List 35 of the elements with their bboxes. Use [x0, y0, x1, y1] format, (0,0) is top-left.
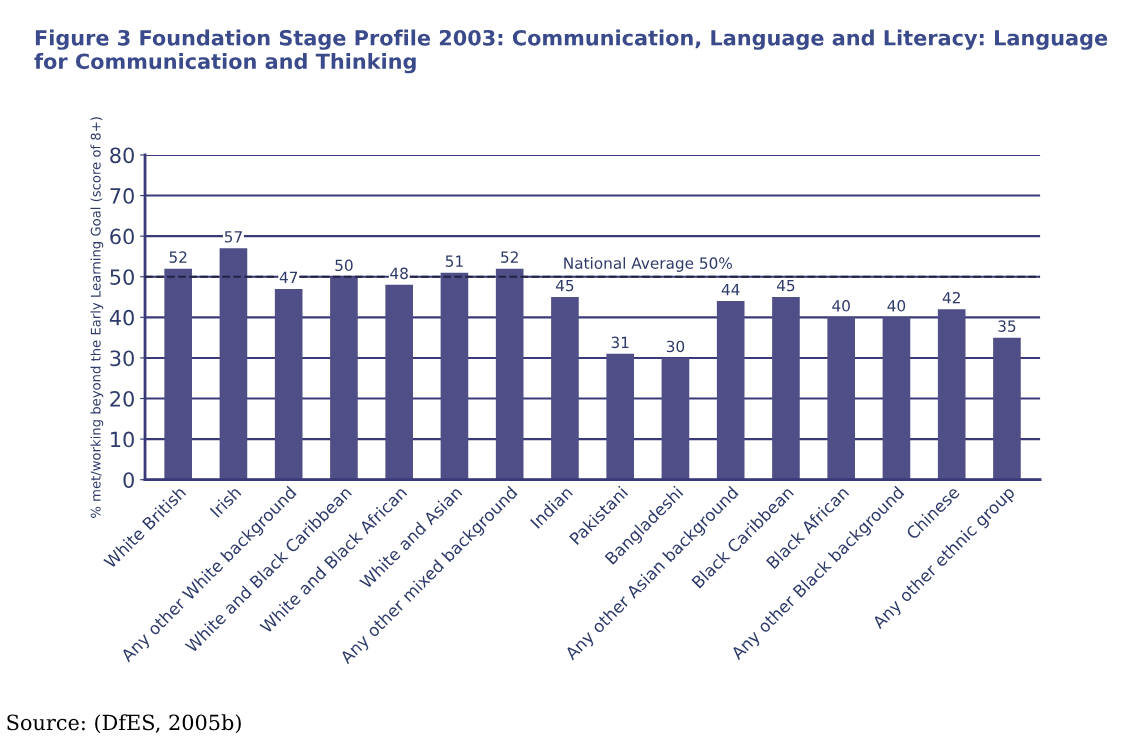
- data-label: 40: [832, 300, 850, 312]
- data-label: 30: [666, 340, 685, 353]
- y-tick-label: 40: [109, 309, 134, 326]
- data-label: 52: [501, 251, 518, 263]
- y-tick-label: 10: [111, 431, 134, 448]
- data-label: 52: [169, 251, 187, 263]
- bar: [661, 357, 690, 480]
- y-tick-label: 20: [110, 390, 134, 407]
- data-label: 44: [721, 284, 740, 296]
- bar: [274, 288, 303, 480]
- data-label: 42: [942, 291, 960, 304]
- data-label: 35: [998, 320, 1016, 332]
- data-label: 45: [776, 279, 795, 292]
- data-label: 48: [390, 267, 408, 280]
- data-label: 45: [555, 279, 574, 292]
- y-tick-label: 70: [110, 188, 134, 204]
- y-tick-label: 60: [110, 228, 134, 245]
- data-label: 31: [611, 336, 629, 349]
- source-note: Source: (DfES, 2005b): [7, 714, 241, 734]
- data-label: 40: [887, 300, 906, 312]
- y-tick-label: 0: [123, 472, 134, 488]
- bar: [606, 353, 634, 480]
- y-tick-label: 50: [110, 269, 134, 285]
- y-axis-title: % met/working beyond the Early Learning Goal (score of 8+): [90, 117, 104, 518]
- bar: [330, 276, 358, 480]
- bar: [219, 248, 248, 480]
- data-label: 57: [224, 231, 242, 243]
- y-tick-label: 30: [110, 350, 134, 367]
- data-label: 51: [445, 255, 463, 267]
- chart-title: Figure 3 Foundation Stage Profile 2003: Communication, Language and Literacy: Language for Communication and Thinking: [34, 29, 1108, 74]
- data-label: 47: [279, 271, 298, 283]
- bar: [385, 284, 413, 480]
- data-label: 50: [335, 259, 353, 272]
- ref-line-label: National Average 50%: [564, 257, 732, 272]
- y-tick-label: 80: [110, 147, 134, 164]
